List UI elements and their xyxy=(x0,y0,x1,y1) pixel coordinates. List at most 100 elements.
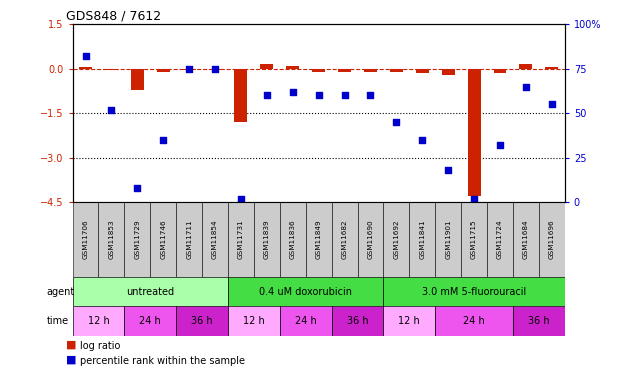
Text: GSM11724: GSM11724 xyxy=(497,220,503,260)
Text: 12 h: 12 h xyxy=(88,316,109,326)
Point xyxy=(107,107,117,113)
Bar xyxy=(280,306,332,336)
Bar xyxy=(73,202,98,277)
Bar xyxy=(338,69,351,72)
Point xyxy=(262,93,272,99)
Bar xyxy=(73,277,228,306)
Bar xyxy=(493,69,507,73)
Bar xyxy=(539,202,565,277)
Text: 24 h: 24 h xyxy=(463,316,485,326)
Bar xyxy=(228,277,384,306)
Bar xyxy=(105,69,118,70)
Point xyxy=(495,142,505,148)
Point xyxy=(469,196,479,202)
Bar xyxy=(332,202,358,277)
Point xyxy=(210,66,220,72)
Text: GSM11692: GSM11692 xyxy=(393,220,399,260)
Point xyxy=(546,101,557,107)
Text: GSM11731: GSM11731 xyxy=(238,220,244,260)
Text: 36 h: 36 h xyxy=(191,316,213,326)
Bar xyxy=(435,202,461,277)
Point xyxy=(391,119,401,125)
Text: GSM11684: GSM11684 xyxy=(523,220,529,260)
Bar xyxy=(468,69,481,196)
Bar xyxy=(131,69,144,90)
Text: 24 h: 24 h xyxy=(295,316,317,326)
Text: 36 h: 36 h xyxy=(528,316,550,326)
Text: GSM11715: GSM11715 xyxy=(471,220,477,260)
Bar xyxy=(98,202,124,277)
Bar xyxy=(416,69,428,73)
Text: GSM11853: GSM11853 xyxy=(109,220,114,260)
Bar xyxy=(332,306,384,336)
Bar xyxy=(150,202,176,277)
Bar xyxy=(384,306,435,336)
Point xyxy=(133,185,143,191)
Text: 12 h: 12 h xyxy=(398,316,420,326)
Bar xyxy=(364,69,377,72)
Bar xyxy=(261,64,273,69)
Text: time: time xyxy=(47,316,69,326)
Text: GSM11682: GSM11682 xyxy=(341,220,348,260)
Bar xyxy=(519,64,533,69)
Bar xyxy=(487,202,513,277)
Text: untreated: untreated xyxy=(126,287,174,297)
Bar xyxy=(513,202,539,277)
Text: GSM11729: GSM11729 xyxy=(134,220,140,260)
Bar xyxy=(202,202,228,277)
Text: GSM11841: GSM11841 xyxy=(419,220,425,260)
Text: ■: ■ xyxy=(66,339,77,350)
Bar xyxy=(124,306,176,336)
Point xyxy=(521,84,531,90)
Text: log ratio: log ratio xyxy=(80,341,121,351)
Text: GSM11711: GSM11711 xyxy=(186,220,192,260)
Bar xyxy=(286,66,299,69)
Text: GSM11901: GSM11901 xyxy=(445,220,451,260)
Text: 24 h: 24 h xyxy=(139,316,161,326)
Text: GSM11839: GSM11839 xyxy=(264,220,270,260)
Bar xyxy=(228,202,254,277)
Text: 36 h: 36 h xyxy=(346,316,369,326)
Bar xyxy=(390,69,403,72)
Text: GSM11836: GSM11836 xyxy=(290,220,296,260)
Bar xyxy=(124,202,150,277)
Point xyxy=(288,89,298,95)
Bar xyxy=(176,306,228,336)
Bar xyxy=(435,306,513,336)
Bar xyxy=(442,69,455,75)
Text: 3.0 mM 5-fluorouracil: 3.0 mM 5-fluorouracil xyxy=(422,287,526,297)
Bar xyxy=(545,68,558,69)
Text: agent: agent xyxy=(47,287,75,297)
Point xyxy=(417,137,427,143)
Bar xyxy=(254,202,280,277)
Text: GSM11746: GSM11746 xyxy=(160,220,166,260)
Point xyxy=(184,66,194,72)
Bar xyxy=(312,69,325,72)
Bar xyxy=(176,202,202,277)
Bar xyxy=(410,202,435,277)
Text: percentile rank within the sample: percentile rank within the sample xyxy=(80,356,245,366)
Text: GSM11690: GSM11690 xyxy=(367,220,374,260)
Text: 0.4 uM doxorubicin: 0.4 uM doxorubicin xyxy=(259,287,352,297)
Text: GSM11849: GSM11849 xyxy=(316,220,322,260)
Bar xyxy=(384,202,410,277)
Bar xyxy=(209,69,221,70)
Text: 12 h: 12 h xyxy=(243,316,265,326)
Point xyxy=(365,93,375,99)
Bar xyxy=(156,69,170,72)
Point xyxy=(443,167,453,173)
Point xyxy=(314,93,324,99)
Bar xyxy=(384,277,565,306)
Text: ■: ■ xyxy=(66,354,77,364)
Bar xyxy=(79,68,92,69)
Bar xyxy=(358,202,384,277)
Bar xyxy=(280,202,305,277)
Point xyxy=(339,93,350,99)
Point xyxy=(158,137,168,143)
Text: GDS848 / 7612: GDS848 / 7612 xyxy=(66,9,162,22)
Bar xyxy=(305,202,332,277)
Bar xyxy=(235,69,247,122)
Text: GSM11854: GSM11854 xyxy=(212,220,218,260)
Text: GSM11706: GSM11706 xyxy=(83,220,88,260)
Point xyxy=(236,196,246,202)
